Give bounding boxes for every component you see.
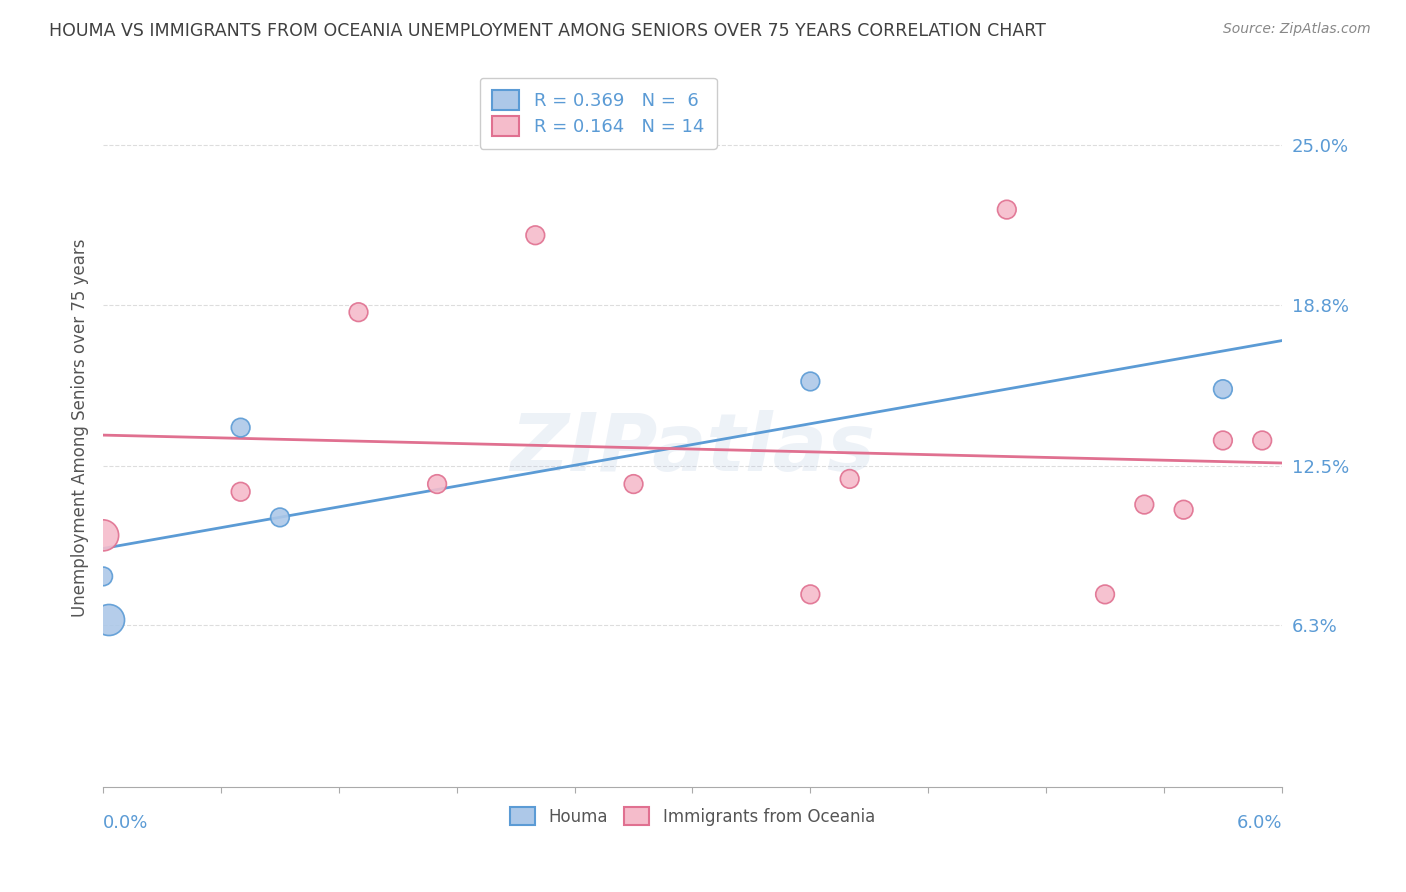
Point	[995, 202, 1018, 217]
Y-axis label: Unemployment Among Seniors over 75 years: Unemployment Among Seniors over 75 years	[72, 238, 89, 617]
Text: HOUMA VS IMMIGRANTS FROM OCEANIA UNEMPLOYMENT AMONG SENIORS OVER 75 YEARS CORREL: HOUMA VS IMMIGRANTS FROM OCEANIA UNEMPLO…	[49, 22, 1046, 40]
Point	[799, 587, 821, 601]
Point	[269, 510, 291, 524]
Text: 6.0%: 6.0%	[1236, 814, 1282, 832]
Point	[1251, 434, 1274, 448]
Point	[1173, 502, 1195, 516]
Point	[347, 305, 370, 319]
Text: Source: ZipAtlas.com: Source: ZipAtlas.com	[1223, 22, 1371, 37]
Text: ZIPatlas: ZIPatlas	[510, 410, 875, 488]
Point	[229, 484, 252, 499]
Point	[799, 375, 821, 389]
Point	[426, 477, 449, 491]
Legend: Houma, Immigrants from Oceania: Houma, Immigrants from Oceania	[503, 801, 882, 832]
Point	[623, 477, 645, 491]
Point	[91, 528, 114, 542]
Point	[91, 569, 114, 583]
Point	[838, 472, 860, 486]
Point	[1212, 382, 1234, 396]
Point	[524, 228, 547, 243]
Point	[1133, 498, 1156, 512]
Point	[1212, 434, 1234, 448]
Point	[229, 420, 252, 434]
Point	[1094, 587, 1116, 601]
Point	[98, 613, 121, 627]
Text: 0.0%: 0.0%	[103, 814, 149, 832]
